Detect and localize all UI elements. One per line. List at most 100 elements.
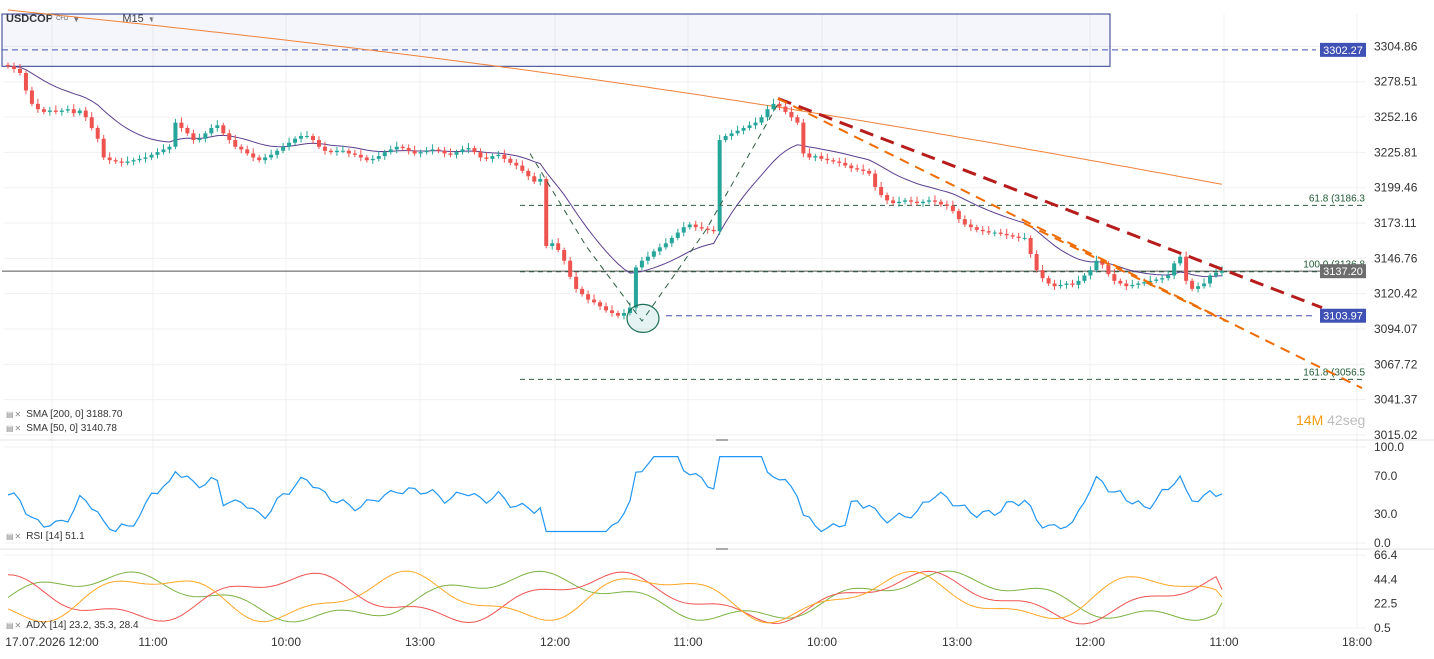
candle — [358, 149, 363, 162]
timeframe-selector[interactable]: M15 — [122, 13, 143, 25]
candle — [1016, 232, 1021, 242]
candle — [1034, 250, 1039, 273]
indicator-settings-icon[interactable]: ▤✕ — [6, 424, 23, 433]
time-axis-label: 11:00 — [673, 635, 702, 649]
candle — [310, 133, 315, 144]
candle — [1208, 273, 1213, 288]
candle — [430, 144, 435, 155]
adx-line — [7, 570, 1223, 623]
adx-axis-label: 66.4 — [1374, 548, 1398, 562]
candle — [1178, 252, 1183, 266]
svg-text:3137.20: 3137.20 — [1323, 266, 1363, 278]
candle — [167, 144, 172, 154]
chart-header: USDCOP CFD ▼ M15 ▼ — [6, 10, 156, 28]
candle — [23, 70, 28, 95]
candle — [71, 104, 76, 117]
candle — [185, 125, 190, 136]
legend-rsi[interactable]: ▤✕ RSI [14] 51.1 — [6, 531, 85, 542]
candle — [687, 222, 692, 230]
candle — [837, 157, 842, 167]
candle — [639, 256, 644, 270]
candle — [490, 153, 495, 163]
candle — [466, 143, 471, 154]
candle — [580, 286, 585, 297]
candle — [681, 222, 686, 237]
indicator-settings-icon[interactable]: ▤✕ — [6, 410, 23, 419]
candle — [1172, 260, 1177, 280]
rsi-axis-label: 0.0 — [1374, 536, 1391, 550]
candle — [831, 157, 836, 164]
candle — [1076, 275, 1081, 289]
instrument-type-label: CFD — [56, 16, 68, 22]
candle — [879, 181, 884, 198]
candle — [113, 157, 118, 164]
candle — [1160, 274, 1165, 284]
candle — [1082, 273, 1087, 284]
time-axis-label: 12:00 — [540, 635, 570, 649]
candle — [556, 238, 561, 253]
candle — [956, 208, 961, 223]
price-axis-label: 3015.02 — [1374, 428, 1418, 442]
symbol-dropdown-icon[interactable]: ▼ — [72, 15, 80, 24]
candle — [340, 145, 345, 154]
candle — [412, 145, 417, 156]
candle — [771, 98, 776, 112]
candle — [974, 224, 979, 233]
symbol-label[interactable]: USDCOP — [6, 13, 53, 25]
candle — [873, 169, 878, 191]
svg-text:3103.97: 3103.97 — [1323, 311, 1363, 323]
last-price-badge: 3137.20 — [1320, 264, 1366, 279]
channel-trend-line — [1023, 222, 1227, 322]
price-axis-label: 3120.42 — [1374, 287, 1418, 301]
time-axis-label: 10:00 — [271, 635, 301, 649]
candle — [621, 309, 626, 320]
candle — [35, 98, 40, 113]
candle — [795, 114, 800, 126]
candle — [179, 117, 184, 132]
countdown-seconds: 42 — [1327, 412, 1343, 428]
candle — [137, 155, 142, 163]
candle — [227, 129, 232, 144]
candle — [1184, 251, 1189, 285]
candle — [897, 196, 902, 207]
time-axis-label: 13:00 — [405, 635, 435, 649]
time-axis-label: 17.07.2026 12:00 — [5, 635, 99, 649]
candle — [251, 148, 256, 162]
legend-sma50[interactable]: ▤✕ SMA [50, 0] 3140.78 — [6, 423, 117, 434]
candle — [370, 155, 375, 164]
candle — [1190, 278, 1195, 292]
candle — [11, 62, 16, 73]
di-plus-line — [7, 570, 1223, 624]
candle — [843, 157, 848, 168]
candle — [275, 148, 280, 159]
candle — [1046, 275, 1051, 286]
candle — [388, 145, 393, 155]
indicator-settings-icon[interactable]: ▤✕ — [6, 532, 23, 541]
candle — [1052, 279, 1057, 290]
candle — [155, 148, 160, 159]
candle — [1064, 281, 1069, 289]
candle — [1112, 269, 1117, 285]
candle — [352, 149, 357, 158]
candle — [550, 239, 555, 250]
candle — [269, 149, 274, 160]
candle — [711, 226, 716, 234]
candle — [263, 153, 268, 164]
candle — [65, 105, 70, 113]
candle — [305, 130, 310, 139]
candle — [59, 108, 64, 116]
legend-adx[interactable]: ▤✕ ADX [14] 23.2, 35.3, 28.4 — [6, 620, 139, 631]
candle — [89, 112, 94, 131]
candle — [891, 196, 896, 206]
candle — [544, 176, 549, 249]
candle-countdown: 14M 42seg — [1296, 412, 1365, 428]
time-axis-label: 18:00 — [1342, 635, 1372, 649]
timeframe-dropdown-icon[interactable]: ▼ — [148, 15, 156, 24]
candle — [131, 157, 136, 166]
candle — [233, 134, 238, 150]
candle — [514, 159, 519, 170]
legend-sma200[interactable]: ▤✕ SMA [200, 0] 3188.70 — [6, 409, 122, 420]
candle — [777, 101, 782, 111]
indicator-settings-icon[interactable]: ▤✕ — [6, 621, 23, 630]
